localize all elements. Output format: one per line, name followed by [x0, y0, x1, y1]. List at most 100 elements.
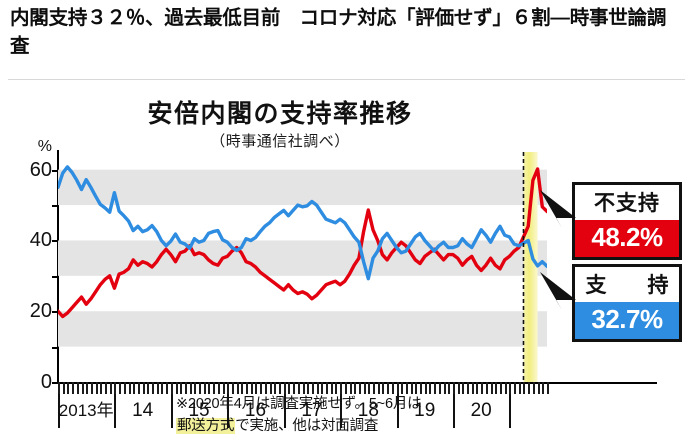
month-tick: [397, 382, 399, 394]
month-tick: [129, 382, 131, 394]
month-tick: [284, 382, 286, 394]
month-tick: [439, 382, 441, 394]
y-tick-label-0: 0: [40, 371, 52, 393]
month-tick: [265, 382, 267, 394]
x-tick-label-20: 20: [470, 400, 492, 421]
month-tick: [100, 382, 102, 394]
month-tick: [63, 382, 65, 394]
callout-disapprove-value: 48.2%: [575, 220, 679, 257]
month-tick: [293, 382, 295, 394]
month-tick: [429, 382, 431, 394]
month-tick: [340, 382, 342, 394]
month-tick: [538, 382, 540, 394]
month-tick: [67, 382, 69, 394]
x-tick-label-16: 16: [244, 400, 267, 421]
month-tick: [194, 382, 196, 394]
month-tick: [180, 382, 182, 394]
y-axis-unit: %: [37, 138, 52, 155]
month-tick: [298, 382, 300, 394]
chart-subtitle: （時事通信社調べ）: [210, 133, 350, 150]
x-axis-month-ticks: [58, 382, 658, 394]
x-axis-line: [57, 382, 657, 384]
month-tick: [392, 382, 394, 394]
callout-approve-pointer: [540, 272, 576, 310]
month-tick: [199, 382, 201, 394]
month-tick: [495, 382, 497, 394]
month-tick: [161, 382, 163, 394]
month-tick: [77, 382, 79, 394]
month-tick: [218, 382, 220, 394]
chart-title: 安倍内閣の支持率推移: [147, 100, 413, 128]
month-tick: [91, 382, 93, 394]
month-tick: [444, 382, 446, 394]
month-tick: [166, 382, 168, 394]
month-tick: [467, 382, 469, 394]
month-tick: [406, 382, 408, 394]
month-tick: [147, 382, 149, 394]
month-tick: [345, 382, 347, 394]
y-tick-major: [52, 169, 60, 172]
x-tick-label-2013: 2013年: [58, 401, 114, 420]
month-tick: [270, 382, 272, 394]
month-tick: [519, 382, 521, 394]
month-tick: [509, 382, 511, 394]
month-tick: [514, 382, 516, 394]
plot-area: ※2020年4月は調査実施せず。5~6月は 郵送方式で実施、他は対面調査: [57, 150, 657, 434]
x-axis-separator: [170, 394, 173, 428]
mail-survey-band: [523, 152, 538, 382]
annotation-line-1: ※2020年4月は調査実施せず。5~6月は: [176, 396, 422, 412]
month-tick: [312, 382, 314, 394]
y-tick-major: [52, 311, 60, 314]
month-tick: [246, 382, 248, 394]
month-tick: [204, 382, 206, 394]
month-tick: [382, 382, 384, 394]
x-axis-separator: [227, 394, 230, 428]
month-tick: [307, 382, 309, 394]
month-tick: [288, 382, 290, 394]
month-tick: [472, 382, 474, 394]
month-tick: [138, 382, 140, 394]
month-tick: [453, 382, 455, 394]
month-tick: [190, 382, 192, 394]
month-tick: [373, 382, 375, 394]
month-tick: [119, 382, 121, 394]
grid-band: [58, 240, 547, 276]
month-tick: [350, 382, 352, 394]
chart-annotation: ※2020年4月は調査実施せず。5~6月は 郵送方式で実施、他は対面調査: [176, 394, 576, 438]
grid-band: [58, 311, 547, 347]
month-tick: [505, 382, 507, 394]
month-tick: [114, 382, 116, 394]
x-tick-label-18: 18: [357, 400, 379, 421]
month-tick: [415, 382, 417, 394]
chart-figure: 安倍内閣の支持率推移 （時事通信社調べ） % 0 20 40 60 ※2020年4月は…: [0, 84, 693, 435]
y-tick-label-20: 20: [29, 300, 52, 323]
x-axis-separator: [340, 394, 343, 428]
month-tick: [547, 382, 549, 394]
callout-disapprove: 不支持 48.2%: [572, 182, 682, 260]
y-tick-label-60: 60: [29, 158, 52, 181]
month-tick: [213, 382, 215, 394]
month-tick: [227, 382, 229, 394]
month-tick: [251, 382, 253, 394]
month-tick: [274, 382, 276, 394]
month-tick: [86, 382, 88, 394]
y-tick-major: [52, 382, 60, 384]
month-tick: [124, 382, 126, 394]
month-tick: [491, 382, 493, 394]
y-tick-minor: [52, 205, 58, 208]
month-tick: [72, 382, 74, 394]
month-tick: [157, 382, 159, 394]
x-axis-separator: [58, 394, 60, 428]
month-tick: [321, 382, 323, 394]
month-tick: [411, 382, 413, 394]
annotation-highlight: 郵送方式: [176, 417, 236, 434]
month-tick: [359, 382, 361, 394]
y-tick-label-40: 40: [29, 229, 52, 252]
x-axis-separator-end: [509, 394, 512, 428]
month-tick: [458, 382, 460, 394]
y-axis: % 0 20 40 60: [0, 138, 60, 393]
y-tick-minor: [52, 346, 58, 349]
month-tick: [486, 382, 488, 394]
month-tick: [58, 382, 60, 394]
month-tick: [434, 382, 436, 394]
